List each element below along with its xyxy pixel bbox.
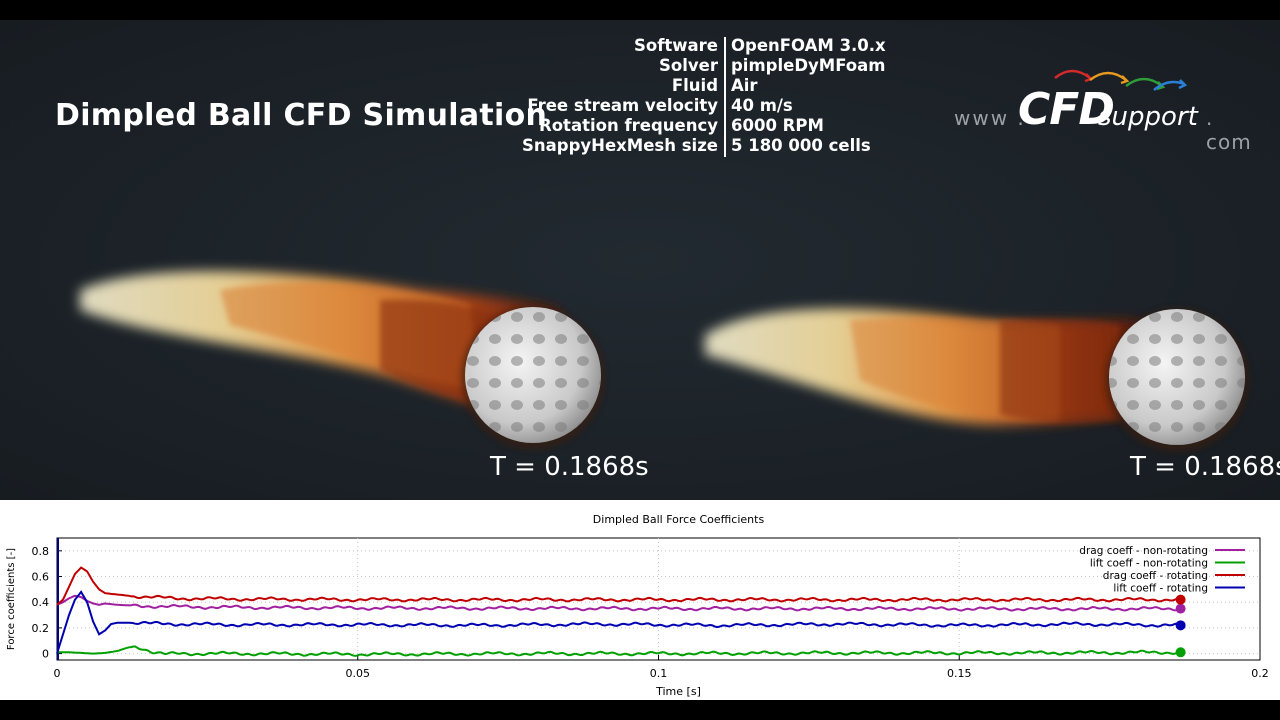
logo-prefix: www . [954,106,1026,130]
x-tick-label: 0.1 [650,667,668,680]
info-row-velocity: Free stream velocity 40 m/s [520,96,920,116]
info-label: Free stream velocity [527,96,718,115]
series-line-2 [56,566,1182,606]
info-value: 5 180 000 cells [731,136,871,155]
x-tick-label: 0.05 [346,667,371,680]
info-label: SnappyHexMesh size [522,136,718,155]
y-axis-label: Force coefficients [-] [6,548,17,650]
series-endpoint-3 [1175,620,1186,631]
info-row-fluid: Fluid Air [520,76,920,96]
simulation-scene [0,20,1280,500]
info-label: Rotation frequency [539,116,718,135]
letterbox-bottom [0,700,1280,720]
legend-label: drag coeff - rotating [1103,570,1208,582]
logo-arrows-icon [1054,69,1188,91]
x-tick-label: 0.15 [947,667,972,680]
chart-svg: 0 0.05 0.1 0.15 0.2 0 0.2 0.4 0.6 0.8 Dimpled Ball… [6,513,1269,698]
series-line-1 [57,645,1181,657]
x-tick-label: 0.2 [1251,667,1269,680]
info-row-rotation: Rotation frequency 6000 RPM [520,116,920,136]
info-value: 6000 RPM [731,116,824,135]
y-tick-label: 0.8 [32,545,50,558]
series-line-0 [56,594,1182,612]
time-readout-left: T = 0.1868s [490,452,649,482]
info-value: pimpleDyMFoam [731,56,886,75]
info-value: OpenFOAM 3.0.x [731,36,886,55]
simulation-video-frame: Dimpled Ball CFD Simulation Software Ope… [0,20,1280,500]
logo-suffix: support [1098,102,1198,132]
y-tick-label: 0.2 [32,622,50,635]
y-tick-label: 0.4 [32,596,50,609]
golf-ball-non-rotating [461,306,605,450]
y-tick-label: 0.6 [32,571,50,584]
logo-tld: . com [1206,106,1252,154]
logo-brand: CFD [1018,84,1115,135]
info-label: Solver [659,56,718,75]
x-tick-label: 0 [54,667,61,680]
y-tick-label: 0 [42,648,49,661]
simulation-info-table: Software OpenFOAM 3.0.x Solver pimpleDyM… [520,36,920,157]
legend-label: lift coeff - rotating [1113,583,1208,595]
info-label: Fluid [671,76,718,95]
info-divider [724,37,726,157]
force-coefficients-chart: 0 0.05 0.1 0.15 0.2 0 0.2 0.4 0.6 0.8 Dimpled Ball… [0,500,1280,700]
series-line-3 [56,590,1182,654]
cfdsupport-logo: www . CFD support . com [950,66,1251,154]
series-endpoint-2 [1175,594,1186,605]
info-row-solver: Solver pimpleDyMFoam [520,56,920,76]
info-value: 40 m/s [731,96,793,115]
x-axis-label: Time [s] [655,685,701,698]
info-row-software: Software OpenFOAM 3.0.x [520,36,920,56]
info-value: Air [731,76,758,95]
series-endpoint-0 [1175,603,1186,614]
series-endpoint-1 [1175,647,1186,658]
video-title: Dimpled Ball CFD Simulation [55,98,548,133]
time-readout-right: T = 0.1868s [1130,452,1280,482]
flame-plume-non-rotating [80,271,560,420]
legend-label: drag coeff - non-rotating [1079,545,1208,557]
chart-title: Dimpled Ball Force Coefficients [593,513,765,526]
info-label: Software [634,36,718,55]
legend-label: lift coeff - non-rotating [1090,558,1208,570]
flame-plume-rotating [705,308,1140,425]
info-row-mesh: SnappyHexMesh size 5 180 000 cells [520,136,920,156]
golf-ball-rotating [1105,308,1249,452]
